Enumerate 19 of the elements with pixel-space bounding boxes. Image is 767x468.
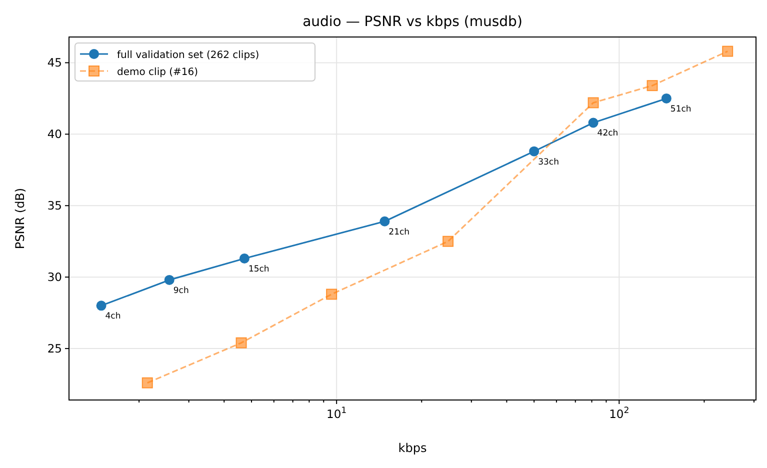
annotation: 21ch [388,227,410,238]
y-tick-label: 40 [47,127,62,142]
y-tick-label: 35 [47,198,62,213]
chart-title: audio — PSNR vs kbps (musdb) [302,14,522,30]
annotation: 42ch [597,128,618,139]
annotation: 4ch [105,312,121,322]
legend-label: full validation set (262 clips) [117,50,260,61]
x-axis-title: kbps [398,441,427,455]
y-tick-label: 45 [47,56,62,70]
y-tick-label: 25 [47,342,62,356]
annotation: 51ch [670,104,692,114]
x-tick-label: 10$^{1}$ [326,406,347,421]
y-axis-title: PSNR (dB) [13,188,27,250]
annotation: 33ch [538,157,559,168]
annotation: 15ch [248,264,270,275]
x-tick-label: 10$^{2}$ [609,406,630,421]
legend-label: demo clip (#16) [117,67,198,78]
annotation: 9ch [173,286,189,296]
y-tick-label: 30 [47,270,62,284]
